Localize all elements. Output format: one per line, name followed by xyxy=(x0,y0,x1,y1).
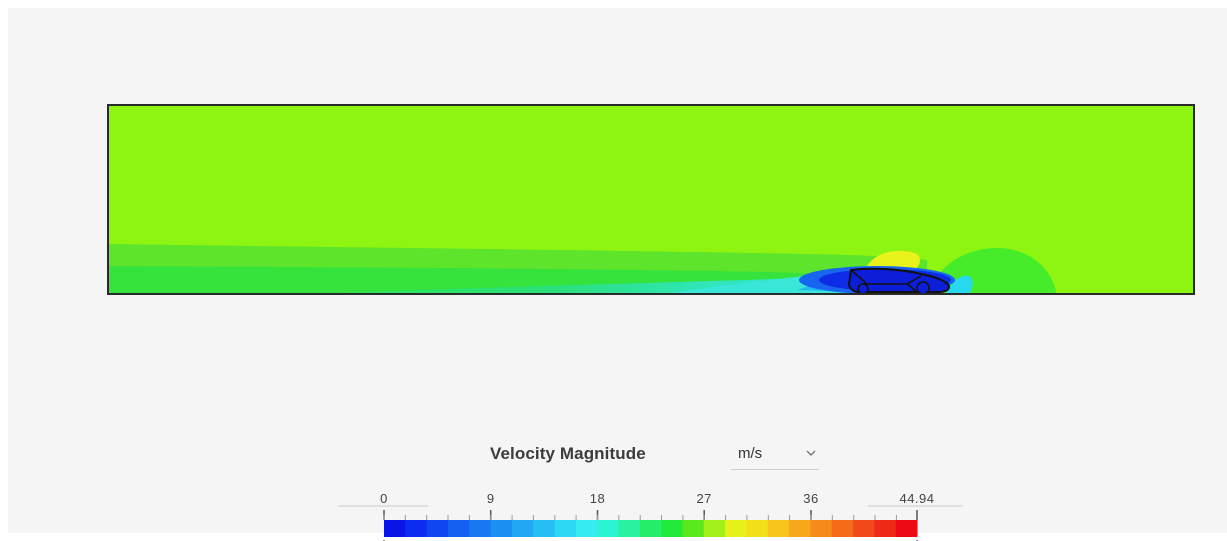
legend-tick-label: 27 xyxy=(696,491,711,506)
legend-color-step xyxy=(426,520,449,537)
legend-tick-labels: 0 9 18 27 36 44.94 xyxy=(380,491,934,520)
roof-acceleration-region xyxy=(867,250,920,270)
legend-color-step xyxy=(746,520,769,537)
legend-color-step xyxy=(384,520,406,537)
legend-tick-label: 9 xyxy=(487,491,495,506)
legend-tick-label: 36 xyxy=(803,491,818,506)
vehicle-wheel-front xyxy=(916,281,930,294)
unit-value: m/s xyxy=(738,445,763,462)
legend-tick-label: 44.94 xyxy=(899,491,934,506)
vehicle-wheel-rear xyxy=(857,283,869,294)
legend-color-step xyxy=(554,520,577,537)
legend-color-step xyxy=(511,520,534,537)
legend-color-step xyxy=(831,520,854,537)
legend-tick-label: 18 xyxy=(590,491,605,506)
unit-dropdown[interactable]: m/s xyxy=(731,440,819,470)
legend-color-step xyxy=(469,520,492,537)
legend-color-step xyxy=(490,520,513,537)
legend-color-step xyxy=(447,520,470,537)
legend-color-step xyxy=(661,520,683,537)
legend-color-step xyxy=(874,520,897,537)
chevron-down-icon[interactable] xyxy=(805,447,817,459)
legend-color-step xyxy=(789,520,811,537)
front-stagnation-region xyxy=(945,275,973,294)
simulation-viewport[interactable]: Velocity Magnitude m/s 0 9 18 27 36 44.94 xyxy=(8,8,1227,541)
legend-color-step xyxy=(767,520,790,537)
legend-color-step xyxy=(682,520,705,537)
domain-boundary xyxy=(107,104,1195,295)
legend-color-step xyxy=(575,520,598,537)
legend-color-step xyxy=(533,520,556,537)
legend-color-step xyxy=(703,520,726,537)
legend-color-step xyxy=(725,520,747,537)
legend-color-step xyxy=(597,520,620,537)
legend-title: Velocity Magnitude xyxy=(490,444,646,463)
legend-tick-label: 0 xyxy=(380,491,388,506)
legend-minor-ticks xyxy=(383,515,897,520)
legend-color-step xyxy=(853,520,875,537)
legend-color-steps xyxy=(384,520,918,537)
legend-color-step xyxy=(405,520,428,537)
velocity-contour-plot[interactable] xyxy=(107,104,1195,296)
legend-color-step xyxy=(639,520,662,537)
legend-color-step xyxy=(895,520,918,537)
legend-color-step xyxy=(810,520,833,537)
legend-color-step xyxy=(618,520,641,537)
